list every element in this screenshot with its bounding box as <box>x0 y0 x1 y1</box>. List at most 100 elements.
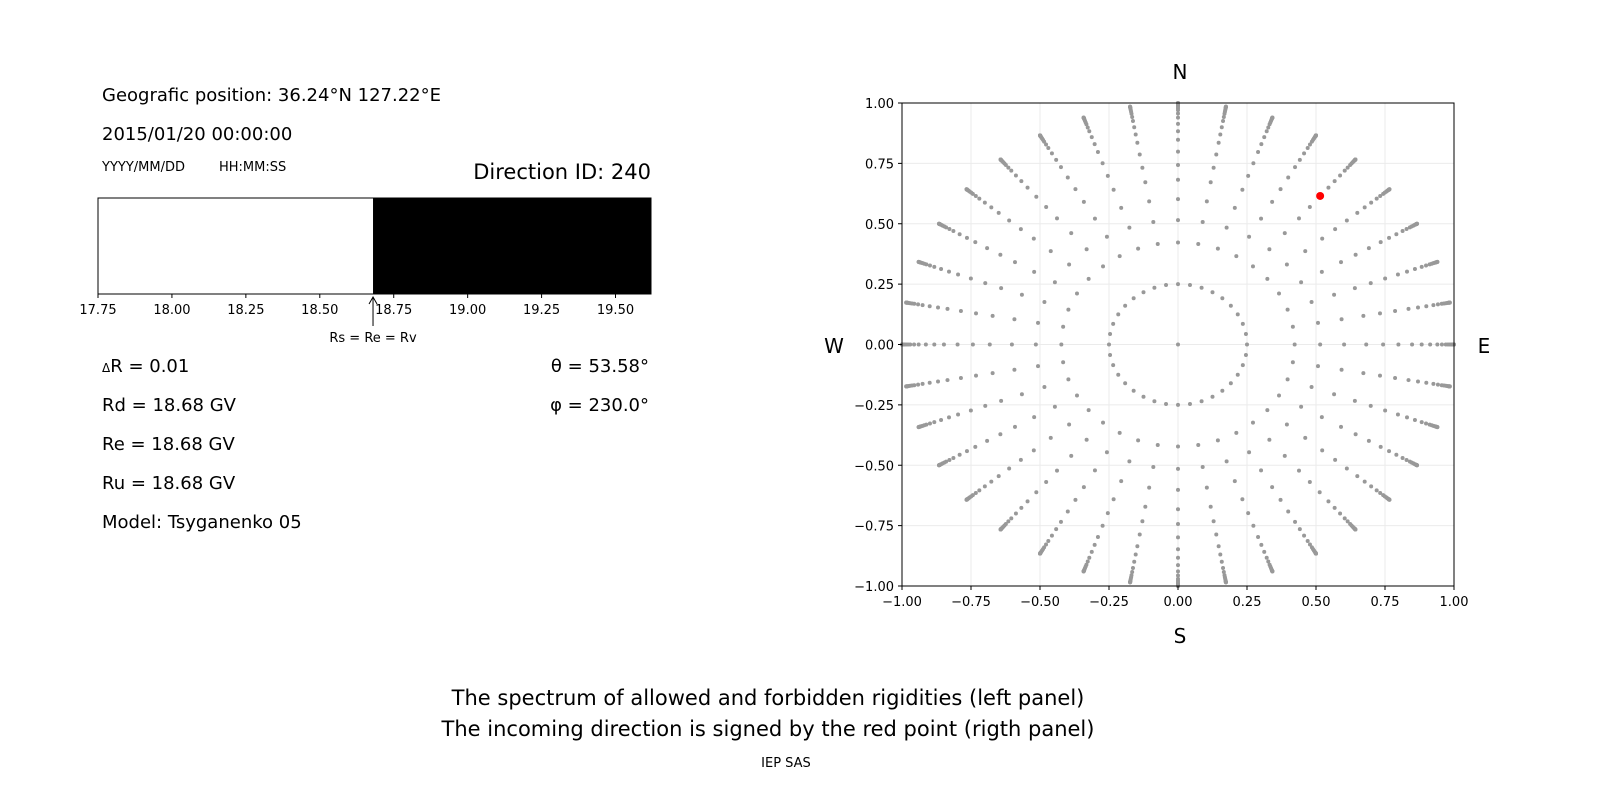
x-tick-label: 18.25 <box>227 303 264 318</box>
direction-point <box>1013 173 1018 178</box>
ru-value: Ru = 18.68 GV <box>102 473 236 494</box>
y-tick-label: 0.75 <box>865 157 894 172</box>
direction-point <box>1439 342 1444 347</box>
direction-point <box>1006 165 1011 170</box>
direction-point <box>947 457 952 462</box>
direction-point <box>1132 559 1137 564</box>
direction-point <box>1111 497 1116 502</box>
time-format: HH:MM:SS <box>219 160 287 175</box>
direction-point <box>1368 281 1373 286</box>
direction-point <box>970 342 975 347</box>
direction-point <box>1299 404 1304 409</box>
direction-point <box>927 421 932 426</box>
x-tick-label: 17.75 <box>79 303 116 318</box>
direction-point <box>1187 283 1192 288</box>
direction-point <box>1243 352 1248 357</box>
direction-point <box>1067 262 1072 267</box>
delta-r: ΔR = 0.01 <box>102 356 189 377</box>
direction-point <box>1164 401 1169 406</box>
direction-point <box>1176 240 1180 245</box>
direction-point <box>1018 457 1023 462</box>
direction-point <box>1176 547 1180 552</box>
direction-point <box>1353 527 1358 532</box>
direction-point <box>1204 485 1209 490</box>
direction-point <box>1265 276 1270 281</box>
direction-point <box>1100 161 1105 166</box>
direction-point <box>1240 363 1245 368</box>
direction-point <box>1332 392 1337 397</box>
direction-point <box>1052 280 1057 285</box>
direction-point <box>1259 542 1264 547</box>
x-tick-label: 0.25 <box>1233 595 1262 610</box>
direction-point <box>1366 438 1371 443</box>
direction-point <box>1240 321 1245 326</box>
direction-point <box>1220 388 1225 393</box>
x-tick-label: −0.25 <box>1089 595 1129 610</box>
direction-point <box>1352 398 1357 403</box>
direction-point <box>1284 422 1289 427</box>
direction-point <box>1136 438 1141 443</box>
direction-point <box>1307 479 1312 484</box>
direction-point <box>1141 290 1146 295</box>
direction-point <box>1290 360 1295 365</box>
direction-point <box>1303 249 1308 254</box>
direction-point <box>977 196 982 201</box>
direction-point <box>1013 511 1018 516</box>
direction-point <box>1218 132 1223 137</box>
x-tick-label: 1.00 <box>1440 595 1469 610</box>
direction-point <box>957 452 962 457</box>
direction-point <box>1266 125 1271 130</box>
direction-point <box>1387 497 1392 502</box>
direction-point <box>1151 464 1156 469</box>
direction-point <box>1419 420 1424 425</box>
direction-point <box>1210 394 1215 399</box>
direction-point <box>1435 302 1440 307</box>
direction-point <box>1058 165 1063 170</box>
direction-point <box>1034 490 1039 495</box>
direction-point <box>1176 129 1180 134</box>
direction-point <box>1092 216 1097 221</box>
direction-point <box>964 449 969 454</box>
direction-point <box>1364 342 1369 347</box>
direction-point <box>1393 375 1398 380</box>
direction-point <box>1221 565 1226 570</box>
direction-point <box>939 267 944 272</box>
direction-point <box>1419 264 1424 269</box>
direction-point <box>1061 360 1066 365</box>
direction-point <box>920 381 925 386</box>
delta-r-value: R = 0.01 <box>110 356 190 377</box>
direction-point <box>1342 516 1347 521</box>
direction-point <box>1259 468 1264 473</box>
direction-point <box>1259 142 1264 147</box>
direction-point <box>1135 544 1140 549</box>
model: Model: Tsyganenko 05 <box>102 512 302 533</box>
direction-point <box>1267 437 1272 442</box>
direction-point <box>1266 559 1271 564</box>
direction-point <box>1262 135 1267 140</box>
direction-point <box>939 417 944 422</box>
direction-point <box>1085 125 1090 130</box>
direction-point <box>1387 449 1392 454</box>
direction-point <box>1352 286 1357 291</box>
direction-point <box>1374 488 1379 493</box>
direction-point <box>1061 324 1066 329</box>
direction-point <box>1345 519 1350 524</box>
direction-point <box>1307 542 1312 547</box>
direction-point <box>1081 569 1086 574</box>
direction-point <box>1285 377 1290 382</box>
direction-point <box>1232 479 1237 484</box>
direction-point <box>1147 485 1152 490</box>
direction-point <box>1296 468 1301 473</box>
direction-point <box>1131 388 1136 393</box>
direction-point <box>1277 393 1282 398</box>
direction-point <box>1025 185 1030 190</box>
direction-point <box>1410 342 1415 347</box>
direction-point <box>1355 474 1360 479</box>
direction-point <box>1228 381 1233 386</box>
direction-point <box>1054 157 1059 162</box>
direction-point <box>990 313 995 318</box>
direction-point <box>1025 499 1030 504</box>
direction-point <box>1393 309 1398 314</box>
direction-point <box>1270 115 1275 120</box>
direction-point <box>1216 544 1221 549</box>
